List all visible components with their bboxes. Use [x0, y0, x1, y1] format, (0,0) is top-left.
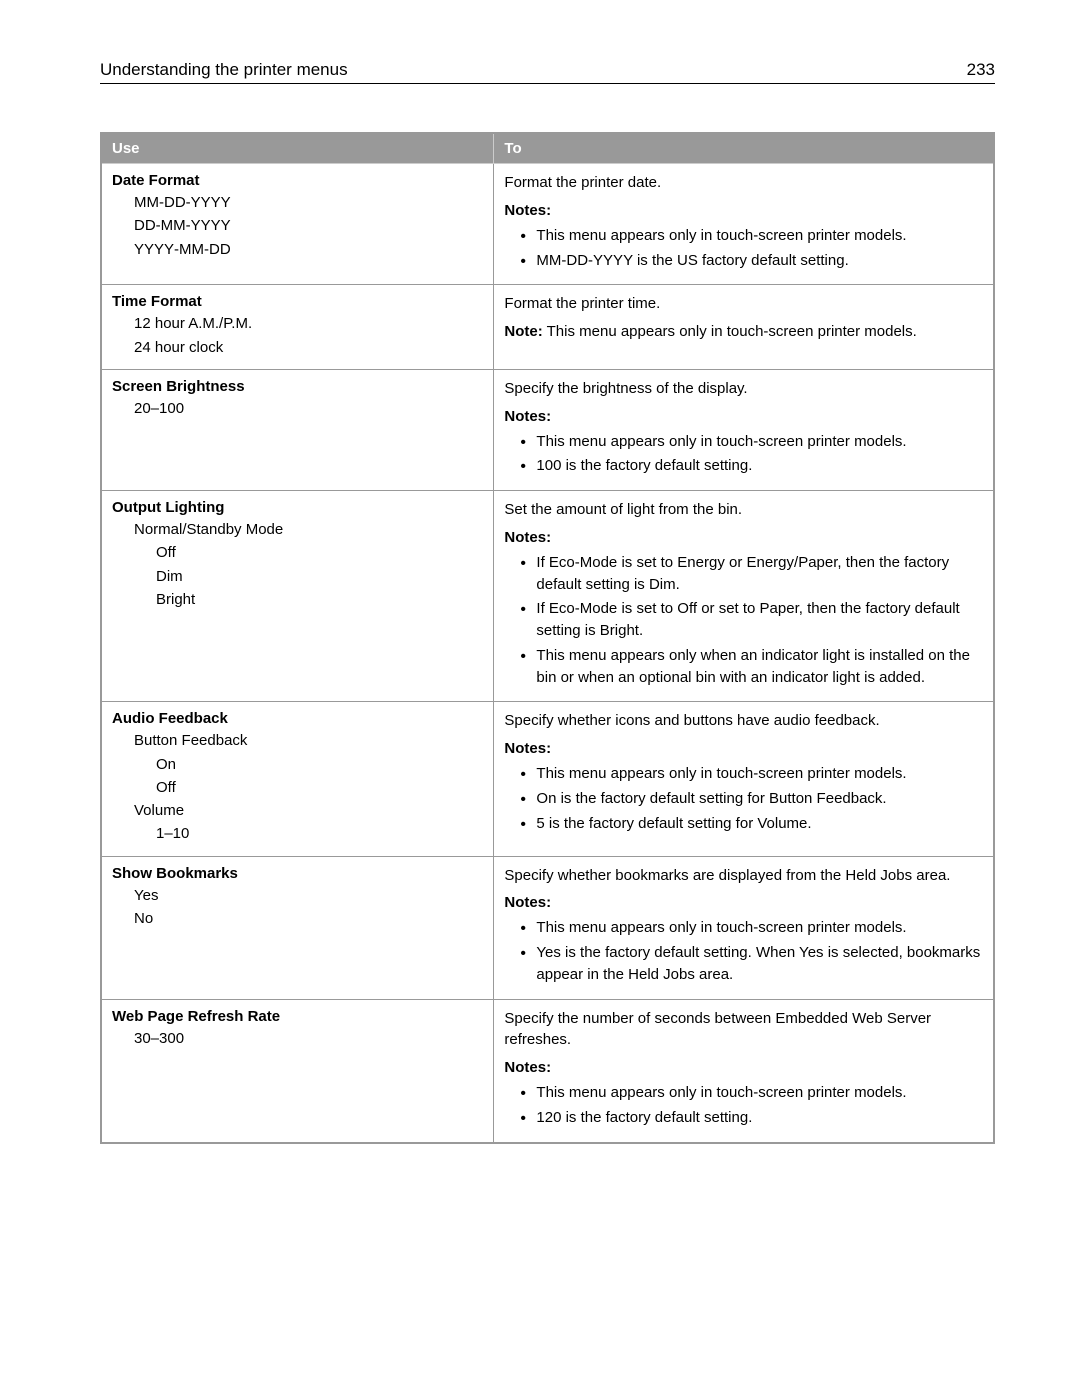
notes-label: Notes:	[504, 408, 983, 425]
option: 12 hour A.M./P.M.	[112, 312, 483, 335]
description: Specify the number of seconds between Em…	[504, 1008, 983, 1052]
option: Off	[112, 541, 483, 564]
page-header: Understanding the printer menus 233	[100, 60, 995, 84]
use-heading: Output Lighting	[112, 499, 483, 516]
note-item: This menu appears only in touch‑screen p…	[520, 225, 983, 247]
option: 20–100	[112, 397, 483, 420]
notes-list: This menu appears only in touch‑screen p…	[504, 1082, 983, 1129]
note-item: This menu appears only when an indicator…	[520, 645, 983, 689]
use-cell: Screen Brightness 20–100	[101, 369, 494, 490]
description: Format the printer time.	[504, 293, 983, 315]
option-group: Button Feedback	[112, 729, 483, 752]
notes-list: If Eco‑Mode is set to Energy or Energy/P…	[504, 552, 983, 689]
option: Off	[112, 776, 483, 799]
table-row: Screen Brightness 20–100 Specify the brigh…	[101, 369, 994, 490]
page-number: 233	[967, 60, 995, 80]
option: MM‑DD‑YYYY	[112, 191, 483, 214]
notes-list: This menu appears only in touch‑screen p…	[504, 225, 983, 272]
note-item: If Eco‑Mode is set to Energy or Energy/P…	[520, 552, 983, 596]
notes-label: Notes:	[504, 1059, 983, 1076]
option: 30–300	[112, 1027, 483, 1050]
option: Dim	[112, 565, 483, 588]
table-row: Output Lighting Normal/Standby ModeOffDim…	[101, 491, 994, 702]
option: YYYY‑MM‑DD	[112, 238, 483, 261]
option: Yes	[112, 884, 483, 907]
note-item: This menu appears only in touch‑screen p…	[520, 1082, 983, 1104]
use-cell: Date Format MM‑DD‑YYYYDD‑MM‑YYYYYYYY‑MM‑D…	[101, 164, 494, 285]
col-use: Use	[101, 133, 494, 164]
note-item: This menu appears only in touch‑screen p…	[520, 763, 983, 785]
to-cell: Specify whether bookmarks are displayed …	[494, 856, 994, 999]
use-cell: Show Bookmarks YesNo	[101, 856, 494, 999]
note-item: Yes is the factory default setting. When…	[520, 942, 983, 986]
option: 1–10	[112, 822, 483, 845]
description: Set the amount of light from the bin.	[504, 499, 983, 521]
to-cell: Specify the number of seconds between Em…	[494, 999, 994, 1143]
use-heading: Screen Brightness	[112, 378, 483, 395]
note-item: If Eco‑Mode is set to Off or set to Pape…	[520, 598, 983, 642]
notes-list: This menu appears only in touch‑screen p…	[504, 431, 983, 478]
notes-label: Notes:	[504, 202, 983, 219]
option: No	[112, 907, 483, 930]
description: Specify whether icons and buttons have a…	[504, 710, 983, 732]
to-cell: Format the printer date. Notes: This menu …	[494, 164, 994, 285]
table-row: Audio Feedback Button FeedbackOnOffVolume…	[101, 702, 994, 856]
to-cell: Set the amount of light from the bin. Not…	[494, 491, 994, 702]
use-heading: Date Format	[112, 172, 483, 189]
use-heading: Show Bookmarks	[112, 865, 483, 882]
note-item: This menu appears only in touch‑screen p…	[520, 917, 983, 939]
option: DD‑MM‑YYYY	[112, 214, 483, 237]
notes-list: This menu appears only in touch‑screen p…	[504, 917, 983, 985]
use-heading: Audio Feedback	[112, 710, 483, 727]
description: Format the printer date.	[504, 172, 983, 194]
use-cell: Output Lighting Normal/Standby ModeOffDim…	[101, 491, 494, 702]
use-cell: Time Format 12 hour A.M./P.M.24 hour cloc…	[101, 285, 494, 370]
note: Note: This menu appears only in touch‑sc…	[504, 321, 983, 343]
to-cell: Format the printer time. Note: This menu …	[494, 285, 994, 370]
option: Normal/Standby Mode	[112, 518, 483, 541]
use-cell: Web Page Refresh Rate 30–300	[101, 999, 494, 1143]
use-cell: Audio Feedback Button FeedbackOnOffVolume…	[101, 702, 494, 856]
notes-list: This menu appears only in touch‑screen p…	[504, 763, 983, 834]
notes-label: Notes:	[504, 740, 983, 757]
col-to: To	[494, 133, 994, 164]
note-item: On is the factory default setting for Bu…	[520, 788, 983, 810]
menu-table: Use To Date Format MM‑DD‑YYYYDD‑MM‑YYYYYY…	[100, 132, 995, 1144]
table-row: Web Page Refresh Rate 30–300 Specify the n…	[101, 999, 994, 1143]
note-item: 100 is the factory default setting.	[520, 455, 983, 477]
option: 24 hour clock	[112, 336, 483, 359]
notes-label: Notes:	[504, 529, 983, 546]
option: Bright	[112, 588, 483, 611]
to-cell: Specify the brightness of the display. No…	[494, 369, 994, 490]
page-title: Understanding the printer menus	[100, 60, 348, 80]
table-row: Show Bookmarks YesNo Specify whether bookm…	[101, 856, 994, 999]
table-row: Date Format MM‑DD‑YYYYDD‑MM‑YYYYYYYY‑MM‑D…	[101, 164, 994, 285]
description: Specify whether bookmarks are displayed …	[504, 865, 983, 887]
note-item: This menu appears only in touch‑screen p…	[520, 431, 983, 453]
use-heading: Web Page Refresh Rate	[112, 1008, 483, 1025]
to-cell: Specify whether icons and buttons have a…	[494, 702, 994, 856]
option-group: Volume	[112, 799, 483, 822]
table-row: Time Format 12 hour A.M./P.M.24 hour cloc…	[101, 285, 994, 370]
notes-label: Notes:	[504, 894, 983, 911]
description: Specify the brightness of the display.	[504, 378, 983, 400]
note-item: MM‑DD‑YYYY is the US factory default set…	[520, 250, 983, 272]
note-item: 120 is the factory default setting.	[520, 1107, 983, 1129]
note-item: 5 is the factory default setting for Vol…	[520, 813, 983, 835]
option: On	[112, 753, 483, 776]
use-heading: Time Format	[112, 293, 483, 310]
